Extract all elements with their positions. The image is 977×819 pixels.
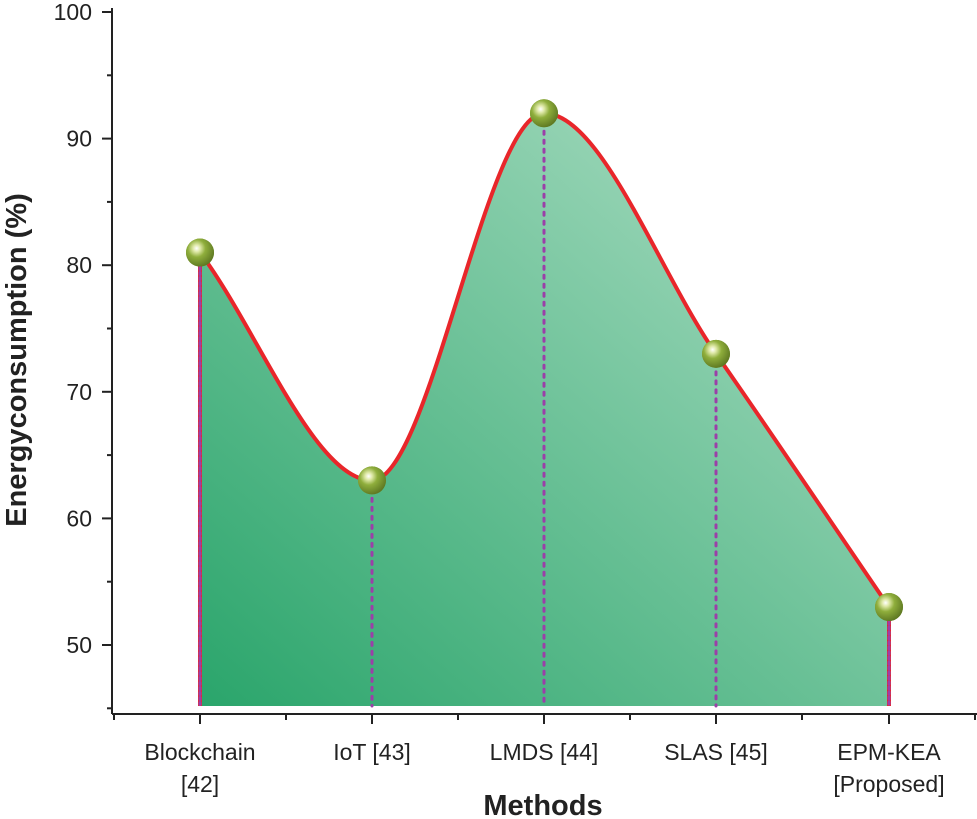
y-tick-label: 50 — [66, 632, 92, 658]
x-tick-label: SLAS [45] — [664, 739, 768, 765]
marker-shine — [186, 238, 214, 267]
x-tick-label: Blockchain [42] — [144, 739, 255, 797]
x-tick-label: IoT [43] — [333, 739, 411, 765]
y-tick-label: 90 — [66, 126, 92, 152]
markers — [186, 99, 903, 622]
data-point-marker — [702, 339, 730, 368]
data-point-marker — [358, 466, 386, 495]
axes: 50 60 70 80 90 100 Blockchain [42] IoT [43] LMDS … — [54, 0, 977, 797]
labels: Methods Energyconsumption (%) — [1, 193, 603, 819]
y-tick-label: 70 — [66, 379, 92, 405]
x-tick-label: EPM-KEA [Proposed] — [833, 739, 944, 797]
data-point-marker — [875, 593, 903, 622]
y-tick-label: 100 — [54, 0, 92, 25]
marker-shine — [702, 339, 730, 368]
data-point-marker — [530, 99, 558, 128]
x-tick-label: LMDS [44] — [490, 739, 599, 765]
drop-lines — [198, 111, 891, 708]
data-point-marker — [186, 238, 214, 267]
marker-shine — [875, 593, 903, 622]
y-axis-title: Energyconsumption (%) — [1, 193, 33, 527]
marker-shine — [358, 466, 386, 495]
y-tick-label: 60 — [66, 505, 92, 531]
marker-shine — [530, 99, 558, 128]
y-tick-label: 80 — [66, 252, 92, 278]
x-axis-title: Methods — [483, 790, 602, 819]
